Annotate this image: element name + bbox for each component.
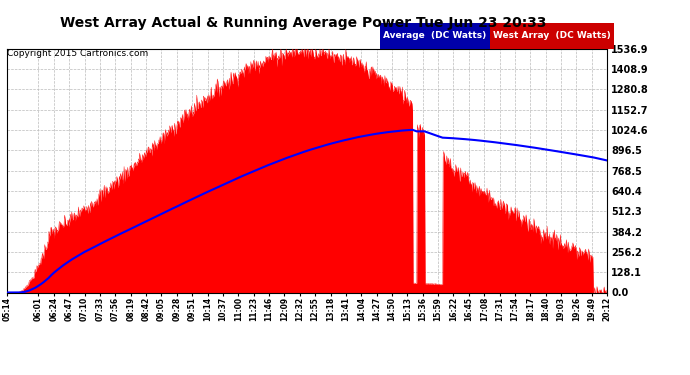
Text: West Array  (DC Watts): West Array (DC Watts) — [493, 31, 611, 40]
Text: Average  (DC Watts): Average (DC Watts) — [383, 31, 486, 40]
Text: Copyright 2015 Cartronics.com: Copyright 2015 Cartronics.com — [7, 49, 148, 58]
FancyBboxPatch shape — [380, 22, 490, 49]
FancyBboxPatch shape — [490, 22, 614, 49]
Text: West Array Actual & Running Average Power Tue Jun 23 20:33: West Array Actual & Running Average Powe… — [60, 16, 547, 30]
